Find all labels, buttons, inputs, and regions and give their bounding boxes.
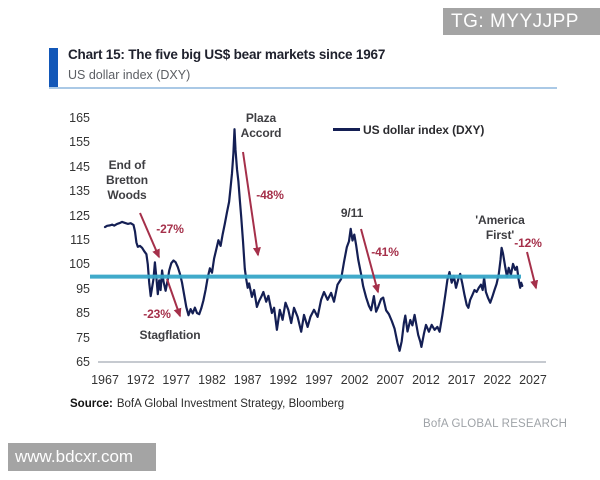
y-tick-label: 155 [69,135,90,150]
y-tick-label: 145 [69,159,90,174]
dxy-line-series [103,128,524,352]
y-tick-label: 65 [76,355,90,369]
x-tick-label: 2022 [483,373,512,387]
y-tick-label: 95 [76,281,90,296]
legend-label: US dollar index (DXY) [363,123,485,137]
y-tick-label: 115 [70,233,90,247]
bofa-research-watermark: BofA GLOBAL RESEARCH [423,418,568,430]
decline-arrow [139,212,160,259]
x-tick-label: 1997 [305,373,333,387]
x-tick-label: 2002 [340,373,369,387]
annotation-stagflation: Stagflation [139,328,201,342]
x-tick-label: 1972 [126,373,155,387]
decline-label-27pct: -27% [156,222,184,236]
decline-label-48pct: -48% [256,188,284,202]
chart-title: Chart 15: The five big US$ bear markets … [68,47,386,62]
decline-arrow [166,278,182,318]
x-tick-label: 2007 [376,373,405,387]
annotation-america-first: 'America First' [475,213,525,242]
legend-line-swatch [333,128,360,131]
chart-subtitle: US dollar index (DXY) [68,68,191,82]
watermark-website: www.bdcxr.com [8,443,156,471]
x-tick-label: 1982 [198,373,226,387]
annotation-arrows [139,151,539,318]
annotation-plaza-accord: Plaza Accord [240,111,282,140]
annotation-end-of-bretton-woods: End of Bretton Woods [106,158,148,202]
header-divider-line [49,87,557,89]
x-tick-label: 1987 [233,373,262,387]
x-tick-label: 1977 [162,373,191,387]
source-label: Source: [70,398,113,410]
y-tick-label: 165 [69,111,90,125]
decline-label-41pct: -41% [371,245,399,259]
decline-arrow [242,151,261,257]
decline-label-12pct: -12% [514,236,542,250]
y-tick-label: 75 [76,330,90,345]
x-tick-label: 2027 [519,373,547,387]
decline-label-23pct: -23% [143,307,171,321]
y-tick-label: 105 [69,257,90,272]
y-tick-label: 125 [69,208,90,223]
decline-arrow [526,251,539,290]
annotation-9-11: 9/11 [340,206,364,220]
y-tick-label: 85 [76,306,90,321]
x-tick-label: 2012 [412,373,440,387]
x-tick-label: 1967 [91,373,119,387]
watermark-telegram: TG: MYYJJPP [443,8,600,35]
x-tick-label: 1992 [269,373,298,387]
decline-arrow [360,228,380,294]
source-note: Source: BofA Global Investment Strategy, … [70,398,344,410]
title-accent-bar [49,48,58,88]
y-tick-label: 135 [69,184,90,199]
source-text: BofA Global Investment Strategy, Bloombe… [116,398,345,410]
x-tick-label: 2017 [447,373,476,387]
